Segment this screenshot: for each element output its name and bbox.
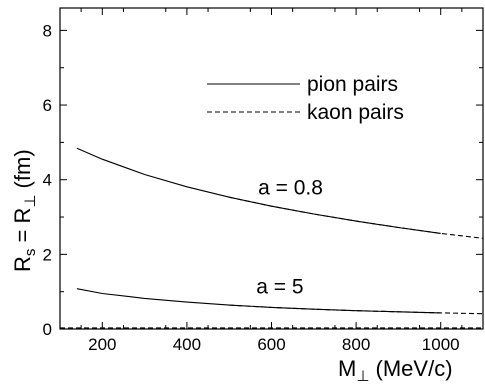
y-tick-label: 8 bbox=[43, 21, 52, 40]
annotation-a-5: a = 5 bbox=[256, 276, 303, 299]
x-axis-label-subscript: ⊥ bbox=[356, 368, 369, 385]
y-axis-label-equals: = bbox=[10, 224, 35, 249]
annotation-a-0-8: a = 0.8 bbox=[258, 177, 323, 200]
y-axis-label: Rs = R⊥ (fm) bbox=[10, 149, 39, 272]
y-axis-label-r1: R bbox=[10, 256, 35, 272]
x-axis-label-main: M bbox=[338, 356, 356, 381]
x-axis-label-unit: (MeV/c) bbox=[369, 356, 452, 381]
y-tick-label: 0 bbox=[43, 320, 52, 339]
tick-labels-layer: 200 400 600 800 1000 0 2 4 6 8 bbox=[43, 21, 460, 354]
x-tick-label: 1000 bbox=[422, 335, 460, 354]
x-tick-label: 800 bbox=[342, 335, 370, 354]
y-tick-label: 6 bbox=[43, 96, 52, 115]
y-axis-label-r2-subscript: ⊥ bbox=[22, 195, 39, 208]
x-tick-label: 200 bbox=[88, 335, 116, 354]
ticks-layer bbox=[60, 8, 483, 330]
series-line-0 bbox=[76, 147, 441, 234]
series-line-1 bbox=[229, 196, 484, 239]
y-axis-label-r2: R bbox=[10, 208, 35, 224]
x-tick-label: 400 bbox=[173, 335, 201, 354]
series-layer bbox=[60, 147, 484, 329]
y-axis-label-unit: (fm) bbox=[10, 149, 35, 194]
series-line-3 bbox=[229, 304, 484, 315]
y-tick-label: 2 bbox=[43, 245, 52, 264]
y-tick-label: 4 bbox=[43, 171, 52, 190]
legend: pion pairs kaon pairs bbox=[207, 73, 404, 124]
x-axis-label: M⊥ (MeV/c) bbox=[338, 356, 453, 385]
y-axis-label-r1-subscript: s bbox=[22, 249, 39, 257]
legend-label-pion: pion pairs bbox=[307, 73, 398, 96]
legend-label-kaon: kaon pairs bbox=[307, 101, 404, 124]
x-tick-label: 600 bbox=[257, 335, 285, 354]
